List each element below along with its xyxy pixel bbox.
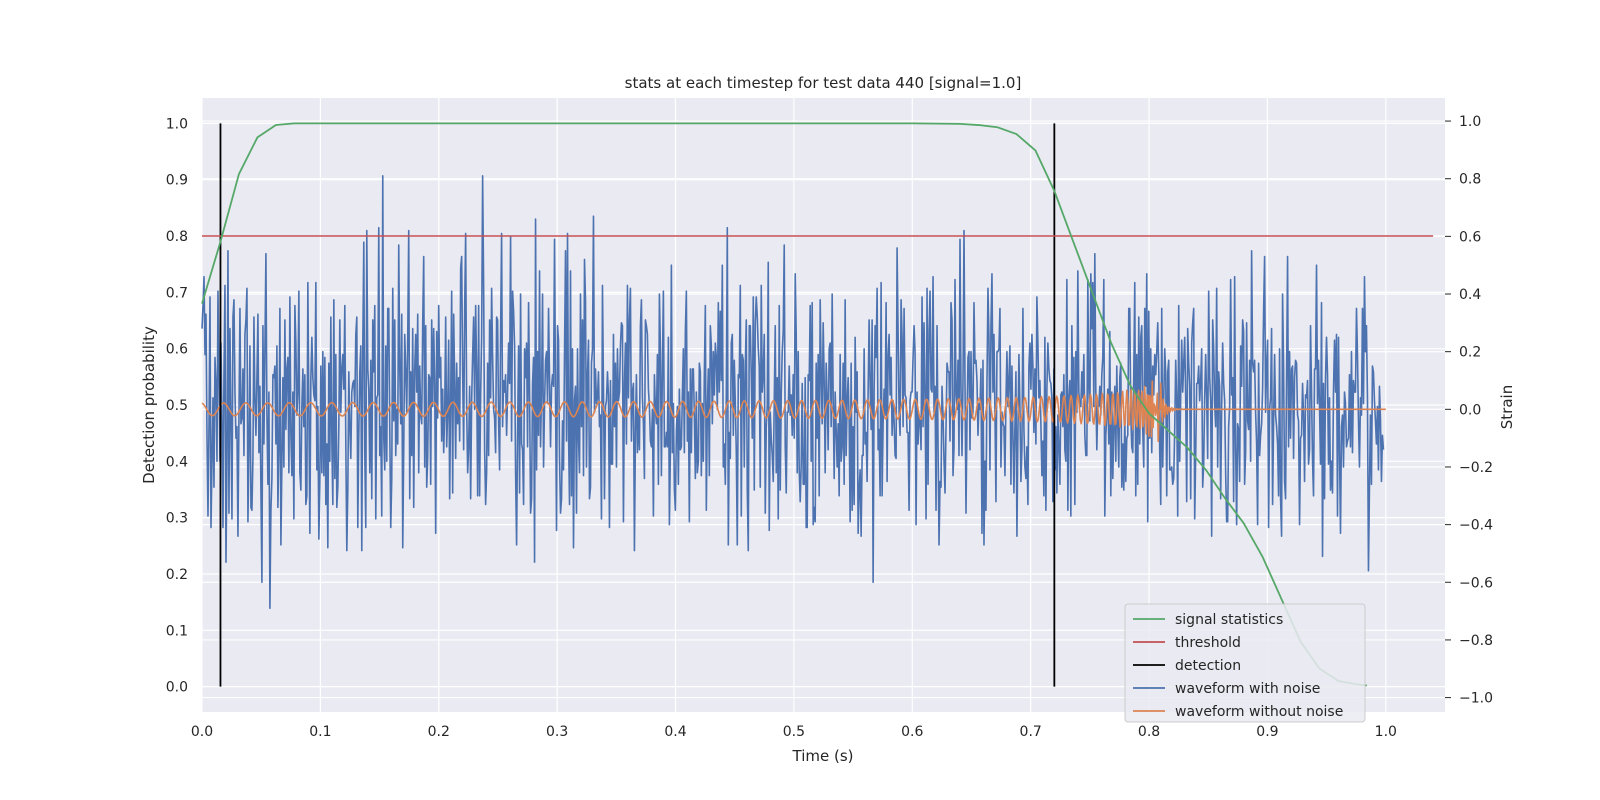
- x-axis-label: Time (s): [792, 747, 854, 765]
- chart-title: stats at each timestep for test data 440…: [625, 74, 1022, 92]
- y-right-tick-label: 0.2: [1459, 345, 1481, 361]
- x-tick-label: 0.8: [1138, 724, 1160, 740]
- x-tick-label: 0.6: [901, 724, 923, 740]
- y-tick-label: 0.2: [166, 567, 188, 583]
- y-right-tick-label: −0.4: [1459, 518, 1493, 534]
- y-tick-label: 0.9: [166, 173, 188, 189]
- y-right-tick-label: 0.0: [1459, 402, 1481, 418]
- series-layer: [201, 122, 1434, 687]
- y-right-tick-label: −1.0: [1459, 691, 1493, 707]
- series-signal-statistics: [201, 122, 1367, 687]
- y-tick-label: 0.1: [166, 623, 188, 639]
- legend-label: detection: [1175, 658, 1241, 674]
- y-right-tick-label: −0.8: [1459, 633, 1493, 649]
- y-tick-label: 0.5: [166, 398, 188, 414]
- x-tick-label: 1.0: [1375, 724, 1397, 740]
- legend-box: [1124, 603, 1366, 723]
- x-tick-label: 0.1: [309, 724, 331, 740]
- legend-label: waveform with noise: [1175, 681, 1320, 697]
- y-right-tick-label: 0.4: [1459, 287, 1481, 303]
- y-right-tick-label: −0.2: [1459, 460, 1493, 476]
- y-right-tick-label: 1.0: [1459, 114, 1481, 130]
- y-tick-label: 0.7: [166, 285, 188, 301]
- right-axis-ticks: −1.0 −0.8 −0.6 −0.4 −0.2 0.0 0.2 0.4 0.6 0.8 1.0: [1445, 114, 1493, 707]
- x-tick-label: 0.9: [1256, 724, 1278, 740]
- y-tick-label: 0.8: [166, 229, 188, 245]
- series-waveform-without-noise: [201, 380, 1386, 443]
- y-tick-label: 0.0: [166, 680, 188, 696]
- left-axis-ticks: 0.0 0.1 0.2 0.3 0.4 0.5 0.6 0.7 0.8 0.9 1.0: [166, 116, 188, 695]
- x-tick-label: 0.3: [546, 724, 568, 740]
- series-waveform-with-noise: [201, 175, 1385, 610]
- y-tick-label: 0.4: [166, 454, 188, 470]
- y-right-tick-label: 0.6: [1459, 229, 1481, 245]
- x-tick-label: 0.4: [664, 724, 686, 740]
- y-right-tick-label: −0.6: [1459, 575, 1493, 591]
- legend-label: threshold: [1175, 635, 1241, 651]
- legend: signal statistics threshold detection wavef…: [1124, 603, 1366, 723]
- y-right-axis-label: Strain: [1498, 385, 1516, 429]
- x-tick-label: 0.7: [1020, 724, 1042, 740]
- legend-label: signal statistics: [1175, 612, 1283, 628]
- legend-label: waveform without noise: [1175, 704, 1343, 720]
- y-tick-label: 1.0: [166, 116, 188, 132]
- x-tick-label: 0.0: [191, 724, 213, 740]
- y-right-tick-label: 0.8: [1459, 172, 1481, 188]
- x-tick-label: 0.5: [783, 724, 805, 740]
- x-tick-label: 0.2: [428, 724, 450, 740]
- y-tick-label: 0.6: [166, 342, 188, 358]
- y-axis-label: Detection probability: [140, 326, 158, 484]
- y-tick-label: 0.3: [166, 511, 188, 527]
- x-axis-ticks: 0.0 0.1 0.2 0.3 0.4 0.5 0.6 0.7 0.8 0.9 1.0: [191, 724, 1397, 740]
